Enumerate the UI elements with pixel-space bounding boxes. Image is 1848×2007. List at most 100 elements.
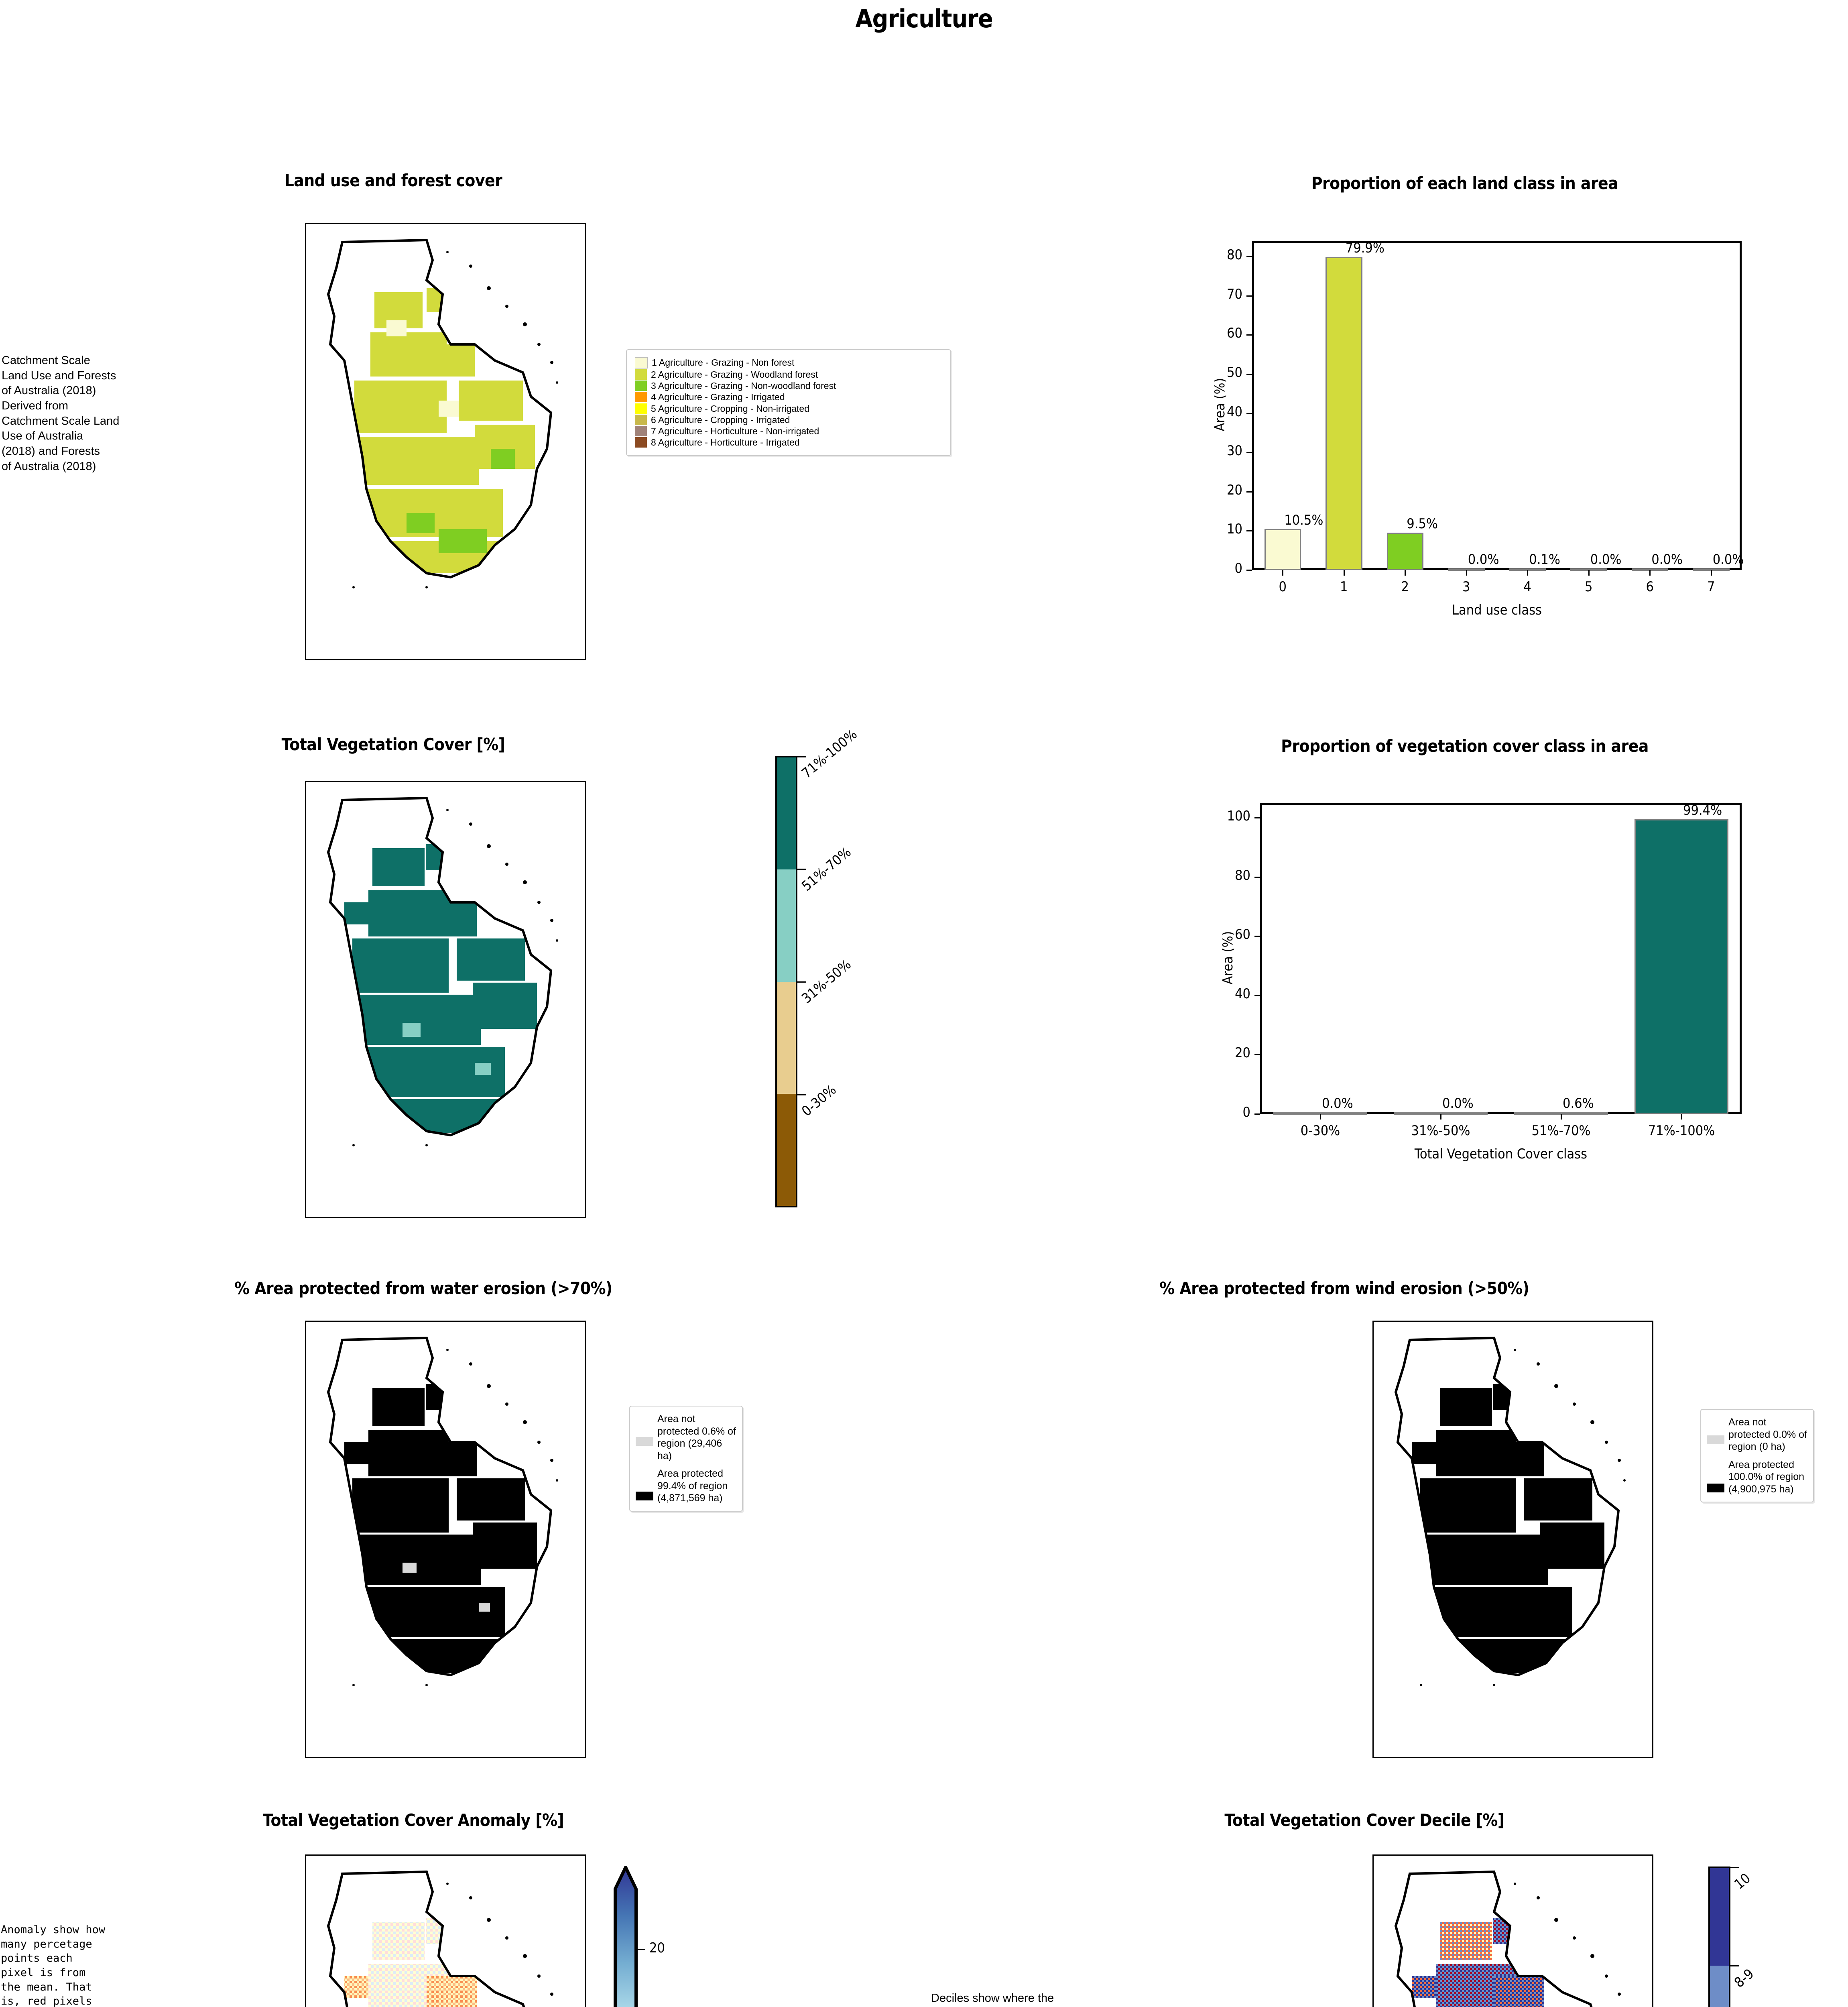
legend-label: 8 Agriculture - Horticulture - Irrigated	[651, 437, 800, 448]
veg-cover-band-51-70	[777, 869, 796, 982]
y-tick	[1246, 570, 1252, 571]
x-tick-label: 1	[1340, 579, 1348, 595]
y-tick-label: 20	[1227, 482, 1242, 498]
chart-top-spine	[1260, 803, 1742, 805]
decile-tick	[1730, 1867, 1739, 1868]
land-class-bar-chart[interactable]: 0 10 20 30 40 50 60 70 80 10.5% 0 79.9% 1 9.5% 2 0.0% 3 0…	[1180, 213, 1758, 650]
x-tick	[1710, 570, 1712, 576]
bar-value-label: 0.0%	[1442, 1095, 1474, 1111]
anomaly-label-20: 20	[649, 1940, 665, 1956]
legend-label: 4 Agriculture - Grazing - Irrigated	[651, 392, 785, 403]
y-tick-label: 0	[1242, 1104, 1250, 1120]
land-class-6-swatch	[635, 414, 647, 425]
water-erosion-map[interactable]	[305, 1321, 586, 1758]
x-axis-label: Total Vegetation Cover class	[1414, 1146, 1588, 1162]
decile-map[interactable]	[1372, 1854, 1653, 2007]
y-tick	[1246, 491, 1252, 493]
bar[interactable]	[1635, 819, 1728, 1114]
legend-label: 3 Agriculture - Grazing - Non-woodland f…	[651, 381, 836, 391]
wind-erosion-map[interactable]	[1372, 1321, 1653, 1758]
bar-value-label: 9.5%	[1407, 516, 1438, 532]
y-tick-label: 50	[1227, 364, 1242, 381]
y-axis-label: Area (%)	[1220, 931, 1236, 984]
protected-swatch	[636, 1492, 653, 1500]
wind-erosion-map-svg	[1394, 1336, 1626, 1686]
x-tick-label: 6	[1646, 579, 1654, 595]
colorbar-tick	[797, 981, 806, 983]
legend-item: 5 Agriculture - Cropping - Non-irrigated	[635, 403, 942, 414]
land-use-map[interactable]	[305, 223, 586, 660]
anomaly-map-title: Total Vegetation Cover Anomaly [%]	[262, 1810, 564, 1830]
page-title: Agriculture	[855, 4, 993, 33]
legend-label: 5 Agriculture - Cropping - Non-irrigated	[651, 403, 810, 414]
veg-cover-label-0-30: 0-30%	[799, 1082, 840, 1120]
bar-value-label: 0.0%	[1322, 1095, 1353, 1111]
legend-item: 1 Agriculture - Grazing - Non forest	[635, 357, 942, 368]
y-tick-label: 40	[1235, 985, 1250, 1002]
x-tick	[1588, 570, 1590, 576]
y-tick-label: 10	[1227, 521, 1242, 537]
legend-label: Area protected 99.4% of region (4,871,56…	[657, 1468, 728, 1504]
y-tick	[1246, 530, 1252, 532]
y-tick	[1254, 1113, 1260, 1115]
colorbar-tick	[797, 756, 806, 757]
legend-label: Area not protected 0.0% of region (0 ha)	[1728, 1417, 1807, 1452]
x-axis-label: Land use class	[1452, 602, 1542, 618]
x-tick	[1440, 1114, 1441, 1120]
veg-cover-band-31-50	[777, 981, 796, 1094]
bar[interactable]	[1264, 529, 1301, 570]
y-tick	[1254, 876, 1260, 878]
legend-item: Area protected 99.4% of region (4,871,56…	[636, 1468, 736, 1504]
bar-value-label: 0.1%	[1529, 552, 1560, 568]
legend-item: 6 Agriculture - Cropping - Irrigated	[635, 414, 942, 425]
decile-band-10	[1710, 1868, 1729, 1966]
veg-cover-bar-chart[interactable]: 0 20 40 60 80 100 0.0% 0-30% 0.0% 31%-50% 0.6% 51%-…	[1180, 779, 1758, 1196]
x-tick-label: 31%-50%	[1411, 1123, 1470, 1139]
not-protected-swatch	[1707, 1435, 1724, 1444]
bar-value-label: 0.6%	[1563, 1095, 1594, 1111]
legend-item: 3 Agriculture - Grazing - Non-woodland f…	[635, 381, 942, 391]
wind-erosion-legend: Area not protected 0.0% of region (0 ha)…	[1700, 1409, 1814, 1502]
land-class-chart-title: Proportion of each land class in area	[1311, 173, 1618, 193]
veg-cover-map[interactable]	[305, 781, 586, 1218]
x-tick	[1320, 1114, 1321, 1120]
y-tick	[1254, 1054, 1260, 1056]
y-tick	[1246, 373, 1252, 375]
chart-right-spine	[1740, 241, 1742, 570]
legend-item: 7 Agriculture - Horticulture - Non-irrig…	[635, 426, 942, 437]
x-tick-label: 71%-100%	[1648, 1123, 1715, 1139]
decile-note: Deciles show where the pixel value lies …	[931, 1992, 1054, 2007]
wind-erosion-map-title: % Area protected from wind erosion (>50%…	[1159, 1278, 1529, 1298]
water-erosion-legend: Area not protected 0.6% of region (29,40…	[629, 1406, 743, 1512]
veg-cover-chart-title: Proportion of vegetation cover class in …	[1281, 736, 1649, 756]
y-tick-label: 60	[1235, 926, 1250, 943]
x-tick	[1649, 570, 1651, 576]
legend-label: 2 Agriculture - Grazing - Woodland fores…	[651, 369, 818, 380]
veg-cover-map-svg	[327, 796, 558, 1146]
anomaly-map[interactable]	[305, 1854, 586, 2007]
bar-value-label: 0.0%	[1712, 552, 1744, 568]
bar-value-label: 10.5%	[1284, 512, 1323, 528]
x-tick	[1282, 570, 1284, 576]
land-use-map-svg	[327, 238, 558, 588]
water-erosion-map-svg	[327, 1336, 558, 1686]
decile-label-10: 10	[1731, 1870, 1754, 1893]
water-erosion-map-title: % Area protected from water erosion (>70…	[234, 1278, 612, 1298]
y-tick	[1246, 256, 1252, 258]
legend-item: Area not protected 0.6% of region (29,40…	[636, 1413, 736, 1462]
veg-cover-label-31-50: 31%-50%	[799, 956, 854, 1007]
bar-value-label: 79.9%	[1345, 240, 1384, 256]
bar[interactable]	[1326, 257, 1362, 570]
bar-value-label: 0.0%	[1468, 552, 1499, 568]
veg-cover-map-title: Total Vegetation Cover [%]	[281, 735, 505, 754]
decile-map-svg	[1394, 1870, 1621, 2007]
x-tick	[1466, 570, 1467, 576]
legend-item: 4 Agriculture - Grazing - Irrigated	[635, 392, 942, 403]
legend-item: Area protected 100.0% of region (4,900,9…	[1707, 1459, 1807, 1496]
bar[interactable]	[1387, 533, 1423, 570]
chart-top-spine	[1252, 241, 1742, 243]
land-class-8-swatch	[635, 437, 647, 448]
bar-value-label: 0.0%	[1590, 552, 1622, 568]
legend-item: Area not protected 0.0% of region (0 ha)	[1707, 1416, 1807, 1453]
land-use-map-title: Land use and forest cover	[284, 171, 502, 190]
